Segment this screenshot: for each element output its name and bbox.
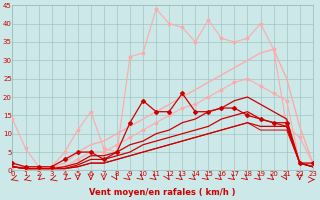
X-axis label: Vent moyen/en rafales ( km/h ): Vent moyen/en rafales ( km/h ) bbox=[89, 188, 236, 197]
